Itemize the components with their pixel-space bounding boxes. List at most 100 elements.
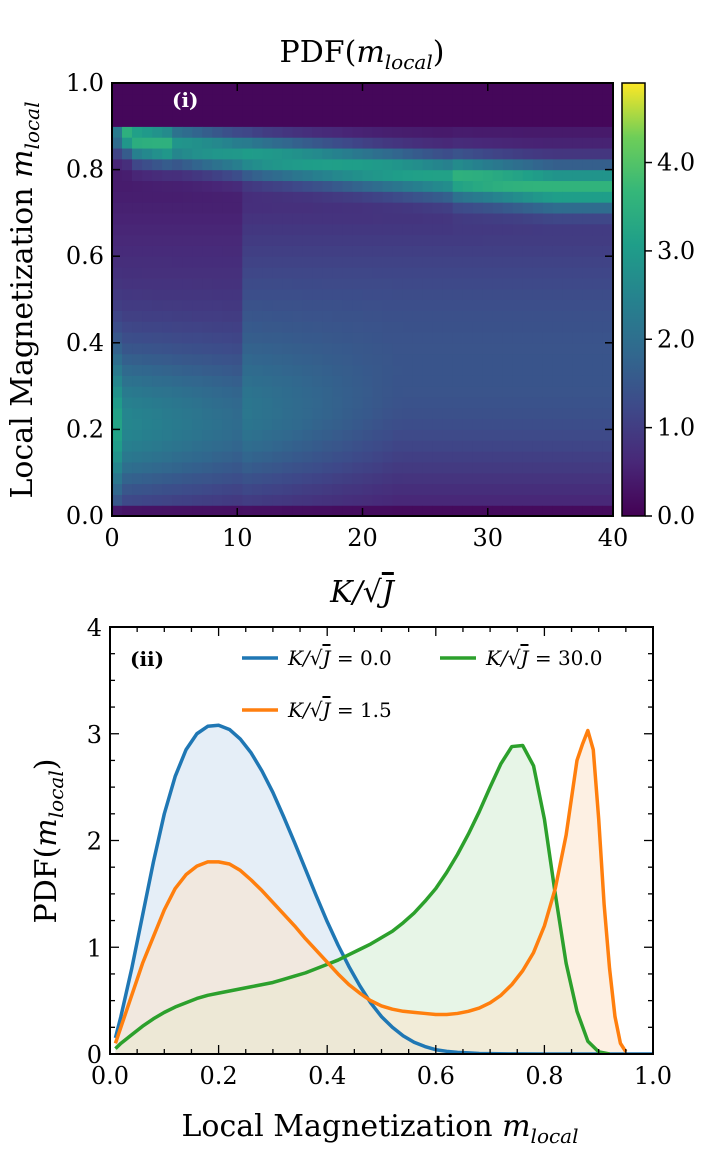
heatmap-cell [272,375,283,387]
heatmap-cell [542,440,554,452]
heatmap-cell [312,245,324,257]
heatmap-cell [582,202,594,214]
heatmap-cell [522,93,534,106]
heatmap-cell [202,310,213,322]
heatmap-cell [512,396,524,409]
heatmap-cell [272,267,283,279]
heatmap-cell [242,256,253,268]
heatmap-cell [402,83,414,95]
heatmap-cell [562,223,574,236]
heatmap-cell [482,93,494,106]
heatmap-cell [422,440,434,452]
heatmap-cell [602,202,614,214]
heatmap-cell [342,202,354,214]
heatmap-cell [262,180,273,192]
heatmap-cell [452,137,464,149]
pdf-y-tick-label: 4 [87,614,102,642]
heatmap-cell [492,169,504,182]
heatmap-cell [602,277,614,290]
heatmap-cell [452,93,464,106]
heatmap-cell [292,104,303,117]
heatmap-cell [322,505,334,517]
heatmap-cell [242,180,253,192]
heatmap-cell [422,299,434,311]
heatmap-cell [232,396,243,409]
heatmap-cell [242,191,253,203]
pdf-area-fills [115,725,653,1054]
heatmap-cell [262,342,273,355]
heatmap-cell [242,418,253,430]
heatmap-cell [482,169,494,182]
heatmap-cell [602,83,614,95]
heatmap-cell [272,396,283,409]
heatmap-cell [142,461,153,474]
heatmap-cell [232,245,243,257]
heatmap-cell [552,451,564,463]
heatmap-cell [282,418,293,430]
colorbar-tick-label: 1.0 [657,414,695,442]
heatmap-cell [182,234,193,246]
heatmap-cell [282,483,293,495]
heatmap-cell [152,83,163,95]
heatmap-cell [222,461,233,474]
heatmap-cell [372,202,384,214]
heatmap-cell [122,104,133,117]
heatmap-cell [392,299,404,311]
heatmap-cell [432,93,444,106]
heatmap-cell [552,353,564,366]
heatmap-cell [292,191,303,203]
heatmap-cell [162,505,173,517]
heatmap-cell [342,396,354,409]
heatmap-cell [122,353,133,366]
heatmap-cell [522,288,534,301]
heatmap-cell [182,429,193,441]
heatmap-cell [232,288,243,301]
heatmap-cell [542,483,554,495]
heatmap-cell [562,375,574,387]
heatmap-cell [152,396,163,409]
heatmap-cell [452,418,464,430]
heatmap-cell [312,429,324,441]
heatmap-cell [462,169,474,182]
heatmap-cell [592,342,604,355]
heatmap-cell [112,440,123,452]
heatmap-cell [362,147,374,160]
heatmap-cell [142,494,153,506]
heatmap-cell [522,83,534,95]
heatmap-cell [332,234,344,246]
heatmap-cell [342,418,354,430]
heatmap-cell [532,364,544,376]
heatmap-cell [292,147,303,160]
heatmap-cell [592,137,604,149]
heatmap-cell [472,364,484,376]
heatmap-cell [372,440,384,452]
heatmap-cell [432,234,444,246]
heatmap-cell [422,342,434,355]
heatmap-cell [502,202,514,214]
heatmap-cell [532,169,544,182]
heatmap-cell [552,137,564,149]
heatmap-cell [262,147,273,160]
heatmap-cell [182,299,193,311]
heatmap-cell [532,202,544,214]
heatmap-cell [452,83,464,95]
heatmap-cell [452,472,464,485]
heatmap-cell [512,494,524,506]
heatmap-cell [162,288,173,301]
heatmap-cell [532,386,544,398]
heatmap-cell [562,169,574,182]
heatmap-cell [262,256,273,268]
heatmap-cell [412,83,424,95]
heatmap-cell [192,494,203,506]
heatmap-cell [322,321,334,333]
heatmap-cell [542,169,554,182]
heatmap-cell [132,461,143,474]
heatmap-cell [432,191,444,203]
heatmap-cell [422,407,434,420]
heatmap-cell [582,104,594,117]
heatmap-cell [472,321,484,333]
series-fill-2 [115,745,610,1054]
heatmap-cell [482,472,494,485]
heatmap-cell [452,223,464,236]
heatmap-cell [412,169,424,182]
